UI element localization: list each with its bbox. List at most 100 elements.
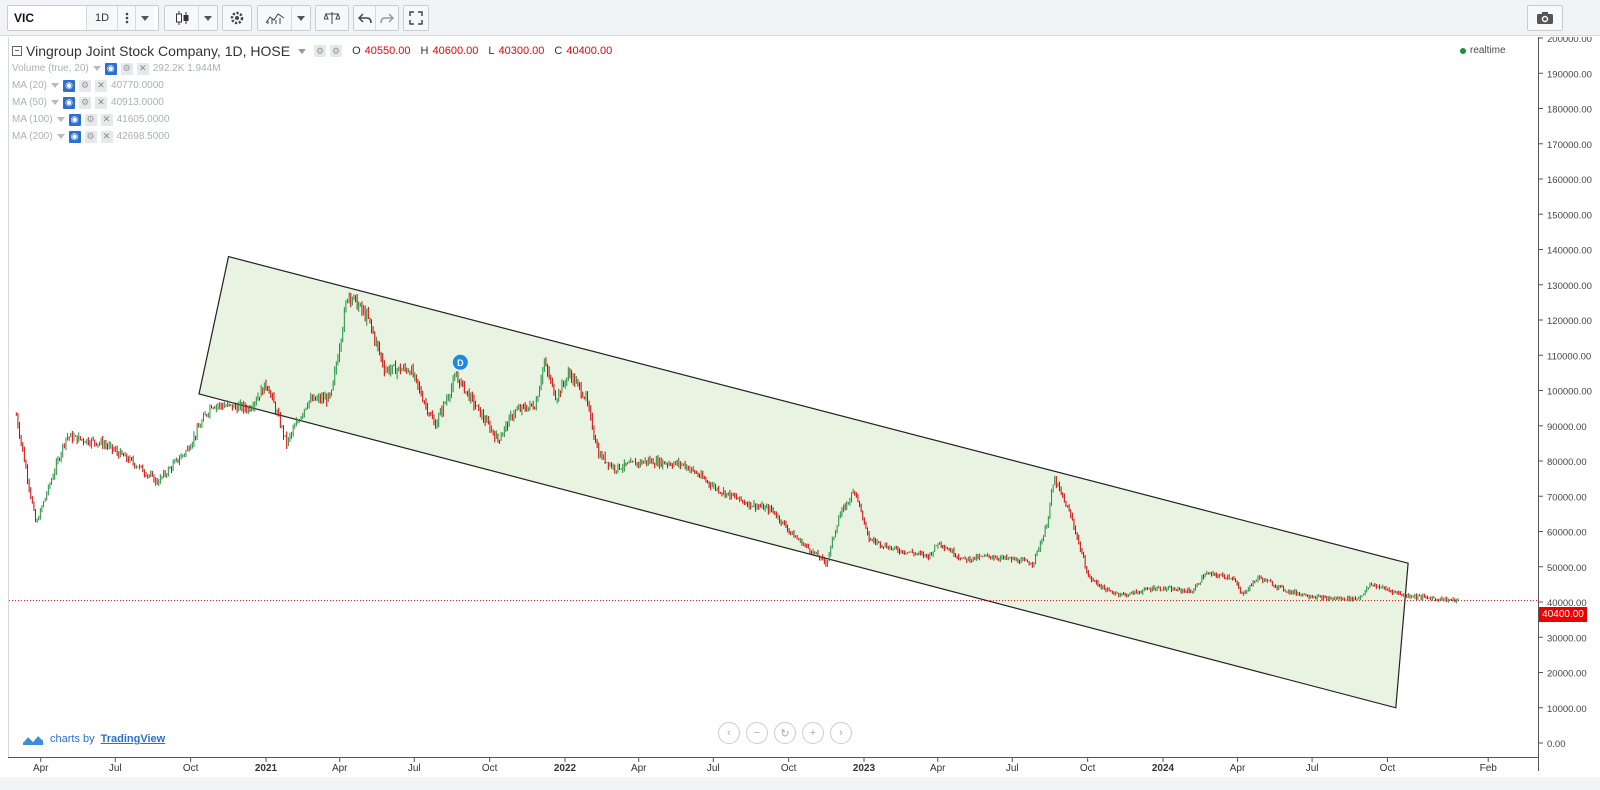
settings-icon[interactable]	[223, 6, 251, 30]
chevron-down-icon[interactable]	[56, 117, 65, 122]
indicators-icon[interactable]	[258, 6, 292, 30]
x-tick-label: Oct	[482, 763, 498, 774]
high-label: H	[420, 45, 429, 57]
more-icon[interactable]	[118, 6, 136, 30]
price-axis[interactable]: 200000.00 190000.00 180000.00 170000.00 1600…	[1538, 34, 1600, 771]
reset-button[interactable]: ↻	[774, 722, 796, 744]
close-icon[interactable]: ✕	[100, 113, 113, 126]
chevron-down-icon[interactable]	[56, 134, 65, 139]
interval-dropdown-button[interactable]	[136, 6, 154, 30]
screenshot-group	[1527, 5, 1563, 31]
indicators-group	[257, 5, 311, 31]
camera-icon[interactable]	[1528, 6, 1562, 30]
chevron-down-icon	[141, 15, 149, 21]
candles-icon[interactable]	[165, 6, 199, 30]
study-name[interactable]: MA (200)	[12, 131, 53, 142]
y-tick-label: 10000.00	[1547, 704, 1587, 715]
fullscreen-group	[403, 5, 429, 31]
undo-icon[interactable]	[354, 6, 376, 30]
y-tick-label: 90000.00	[1547, 422, 1587, 433]
gear-icon[interactable]: ⚙	[84, 113, 97, 126]
bottom-strip	[0, 777, 1600, 790]
study-ma100[interactable]: MA (100) ◉ ⚙ ✕ 41605.0000	[12, 111, 612, 128]
y-tick-label: 130000.00	[1547, 281, 1592, 292]
chart-nav-controls: ‹ − ↻ + ›	[718, 722, 852, 744]
gear-icon[interactable]: ⚙	[120, 62, 133, 75]
redo-icon[interactable]	[376, 6, 398, 30]
x-tick-label: 2024	[1152, 763, 1175, 774]
gear-icon[interactable]: ⚙	[79, 96, 92, 109]
chevron-down-icon[interactable]	[298, 48, 307, 54]
y-tick-label: 0.00	[1547, 739, 1566, 750]
close-icon[interactable]: ✕	[100, 130, 113, 143]
chevron-down-icon	[204, 15, 212, 21]
chevron-down-icon[interactable]	[51, 100, 60, 105]
gear-icon[interactable]: ⚙	[314, 45, 327, 57]
x-tick-label: Jul	[408, 763, 421, 774]
study-ma50[interactable]: MA (50) ◉ ⚙ ✕ 40913.0000	[12, 94, 612, 111]
scroll-left-button[interactable]: ‹	[718, 722, 740, 744]
settings-icon[interactable]: ⚙	[330, 45, 343, 57]
x-tick-label: Oct	[781, 763, 797, 774]
zoom-out-button[interactable]: −	[746, 722, 768, 744]
x-tick-label: Apr	[1230, 763, 1246, 774]
dividend-marker	[452, 354, 468, 370]
tradingview-link[interactable]: TradingView	[100, 733, 166, 745]
x-tick-label: Apr	[332, 763, 348, 774]
compare-icon[interactable]	[316, 6, 348, 30]
x-tick-label: Jul	[1306, 763, 1319, 774]
close-value: 40400.00	[566, 45, 613, 57]
study-volume[interactable]: Volume (true, 20) ◉ ⚙ ✕ 292.2K 1.944M	[12, 60, 612, 77]
eye-icon[interactable]: ◉	[68, 130, 81, 143]
collapse-icon[interactable]	[12, 46, 22, 56]
chevron-down-icon[interactable]	[92, 66, 101, 71]
realtime-status: realtime	[1460, 45, 1506, 56]
series-title[interactable]: Vingroup Joint Stock Company, 1D, HOSE	[26, 43, 291, 59]
close-icon[interactable]: ✕	[136, 62, 149, 75]
compare-group	[315, 5, 349, 31]
gear-icon[interactable]: ⚙	[84, 130, 97, 143]
indicators-dropdown[interactable]	[292, 6, 310, 30]
study-name[interactable]: MA (100)	[12, 114, 53, 125]
eye-icon[interactable]: ◉	[63, 96, 76, 109]
x-tick-label: Apr	[930, 763, 946, 774]
study-ma200[interactable]: MA (200) ◉ ⚙ ✕ 42698.5000	[12, 128, 612, 145]
chevron-down-icon[interactable]	[51, 83, 60, 88]
x-tick-label: 2022	[554, 763, 577, 774]
eye-icon[interactable]: ◉	[63, 79, 76, 92]
study-name[interactable]: MA (50)	[12, 97, 48, 108]
study-ma20[interactable]: MA (20) ◉ ⚙ ✕ 40770.0000	[12, 77, 612, 94]
chart-type-dropdown[interactable]	[199, 6, 217, 30]
study-name[interactable]: MA (20)	[12, 80, 48, 91]
study-name[interactable]: Volume (true, 20)	[12, 63, 89, 74]
close-icon[interactable]: ✕	[95, 79, 108, 92]
top-toolbar: 1D	[0, 0, 1600, 36]
gear-icon[interactable]: ⚙	[79, 79, 92, 92]
close-icon[interactable]: ✕	[95, 96, 108, 109]
last-price-tag: 40400.00	[1539, 607, 1587, 622]
zoom-in-button[interactable]: +	[802, 722, 824, 744]
chevron-down-icon	[297, 15, 305, 21]
y-tick-label: 70000.00	[1547, 492, 1587, 503]
status-dot-icon	[1460, 47, 1466, 54]
high-value: 40600.00	[432, 45, 479, 57]
y-tick-label: 20000.00	[1547, 669, 1587, 680]
chart-pane[interactable]: D	[8, 37, 1539, 771]
x-tick-label: Jul	[1006, 763, 1019, 774]
price-axis-labels: 200000.00 190000.00 180000.00 170000.00 1600…	[1539, 34, 1592, 750]
undo-redo-group	[353, 5, 399, 31]
x-tick-label: Oct	[1380, 763, 1396, 774]
x-tick-label: 2023	[853, 763, 876, 774]
y-tick-label: 170000.00	[1547, 140, 1592, 151]
scroll-right-button[interactable]: ›	[830, 722, 852, 744]
interval-button[interactable]: 1D	[86, 6, 118, 30]
symbol-input[interactable]	[8, 6, 86, 30]
dividend-marker-label: D	[457, 358, 464, 368]
time-axis[interactable]: Apr Jul Oct 2021 Apr Jul Oct 2022 Apr Jul Oct 2023 A…	[8, 757, 1538, 777]
close-label: C	[554, 45, 563, 57]
eye-icon[interactable]: ◉	[104, 62, 117, 75]
fullscreen-icon[interactable]	[404, 6, 428, 30]
tradingview-credit[interactable]: charts by TradingView	[22, 732, 165, 746]
price-chart[interactable]: D	[9, 37, 1539, 757]
eye-icon[interactable]: ◉	[68, 113, 81, 126]
